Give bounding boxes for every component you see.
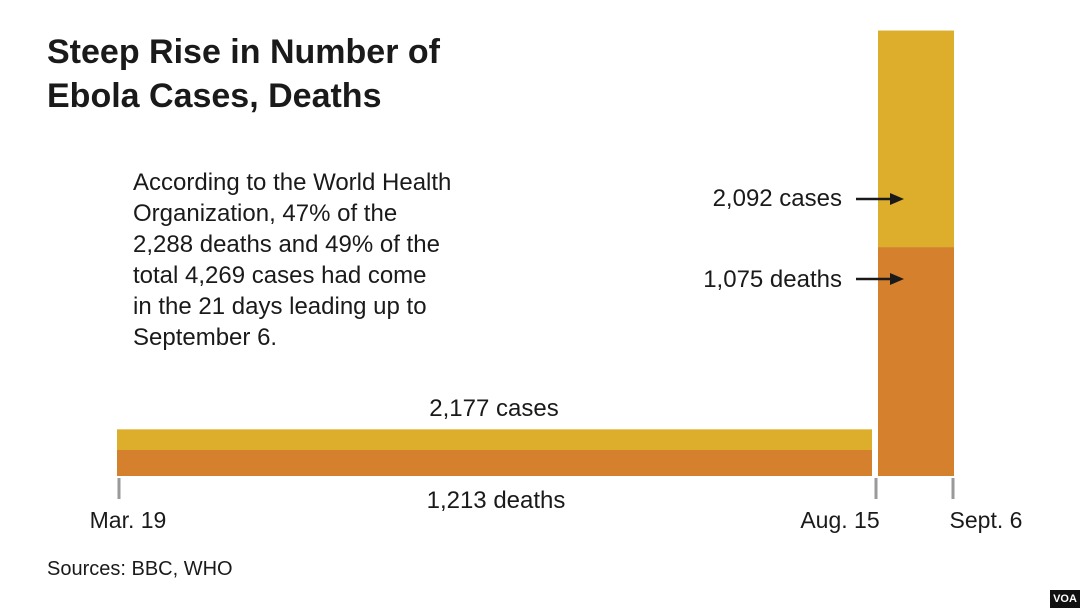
chart-title-line-1: Steep Rise in Number of <box>47 33 440 71</box>
tick-label-sept6: Sept. 6 <box>950 507 1023 533</box>
note-line: 2,288 deaths and 49% of the <box>133 231 440 258</box>
voa-logo: VOA <box>1050 590 1080 608</box>
chart-title: Steep Rise in Number of Ebola Cases, Dea… <box>47 30 607 118</box>
arrow-icon <box>856 193 904 205</box>
data-label-period1-deaths: 1,213 deaths <box>427 487 566 514</box>
note-line: September 6. <box>133 324 278 351</box>
data-label-period2-cases: 2,092 cases <box>713 185 842 212</box>
bar-period2-deaths <box>878 247 954 476</box>
tick-label-mar19: Mar. 19 <box>90 507 167 533</box>
arrow-icon <box>856 273 904 285</box>
note-line: in the 21 days leading up to <box>133 293 427 320</box>
tick-label-aug15: Aug. 15 <box>800 507 879 533</box>
note-line: total 4,269 cases had come <box>133 262 427 289</box>
note-line: According to the World Health <box>133 169 452 196</box>
bar-period1-deaths <box>117 450 872 476</box>
bar-period2-cases <box>878 30 954 248</box>
bar-period1-cases <box>117 429 872 450</box>
annotation-note: According to the World Health Organizati… <box>133 167 513 353</box>
note-line: Organization, 47% of the <box>133 200 398 227</box>
source-note: Sources: BBC, WHO <box>47 558 233 580</box>
data-label-period1-cases: 2,177 cases <box>429 395 558 422</box>
chart-title-line-2: Ebola Cases, Deaths <box>47 77 382 115</box>
data-label-period2-deaths: 1,075 deaths <box>703 266 842 293</box>
